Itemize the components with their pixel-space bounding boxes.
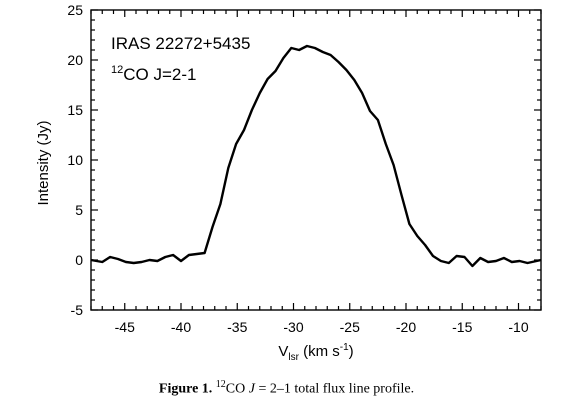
x-tick-label: -20 [396,319,416,335]
x-tick-label: -45 [115,319,135,335]
y-tick-label: -5 [71,302,84,318]
x-axis-label: Vlsr (km s-1) [278,342,353,363]
x-axis-label-unit-sup: -1 [340,342,349,353]
x-tick-label: -40 [171,319,191,335]
annotation-line: 12CO J=2-1 [111,64,196,84]
x-tick-label: -25 [340,319,360,335]
y-tick-label: 25 [67,2,83,18]
caption-sup: 12 [215,379,226,390]
x-tick-label: -30 [283,319,303,335]
tick-labels: -45 -40 -35 -30 -25 -20 -15 -10 -5 0 5 10 15 20 25 [67,2,528,335]
y-axis-label: Intensity (Jy) [35,120,52,205]
x-axis-label-main: V [278,343,288,360]
annotation-isotope: 12 [111,64,123,76]
chart: -45 -40 -35 -30 -25 -20 -15 -10 -5 0 5 10 15 20 25 IRA… [35,2,542,363]
figure-caption: Figure 1. 12CO J = 2–1 total flux line p… [0,379,573,398]
caption-text-b: = 2–1 total flux line profile. [254,381,415,397]
x-axis-label-unit: (km s [299,343,340,360]
y-tick-label: 5 [75,202,83,218]
series-line [90,44,542,268]
caption-j: J [248,381,255,397]
annotation-transition: CO J=2-1 [123,65,196,84]
x-axis-label-sub: lsr [288,352,299,363]
plot-frame [90,9,542,311]
x-tick-label: -10 [508,319,528,335]
y-tick-label: 20 [67,52,83,68]
caption-text-a: CO [225,381,249,397]
y-tick-label: 15 [67,102,83,118]
x-tick-label: -35 [227,319,247,335]
y-tick-label: 10 [67,152,83,168]
x-tick-label: -15 [452,319,472,335]
y-tick-label: 0 [75,252,83,268]
caption-label: Figure 1. [158,381,213,397]
x-axis-label-close: ) [349,343,354,360]
annotation-source: IRAS 22272+5435 [111,34,250,53]
